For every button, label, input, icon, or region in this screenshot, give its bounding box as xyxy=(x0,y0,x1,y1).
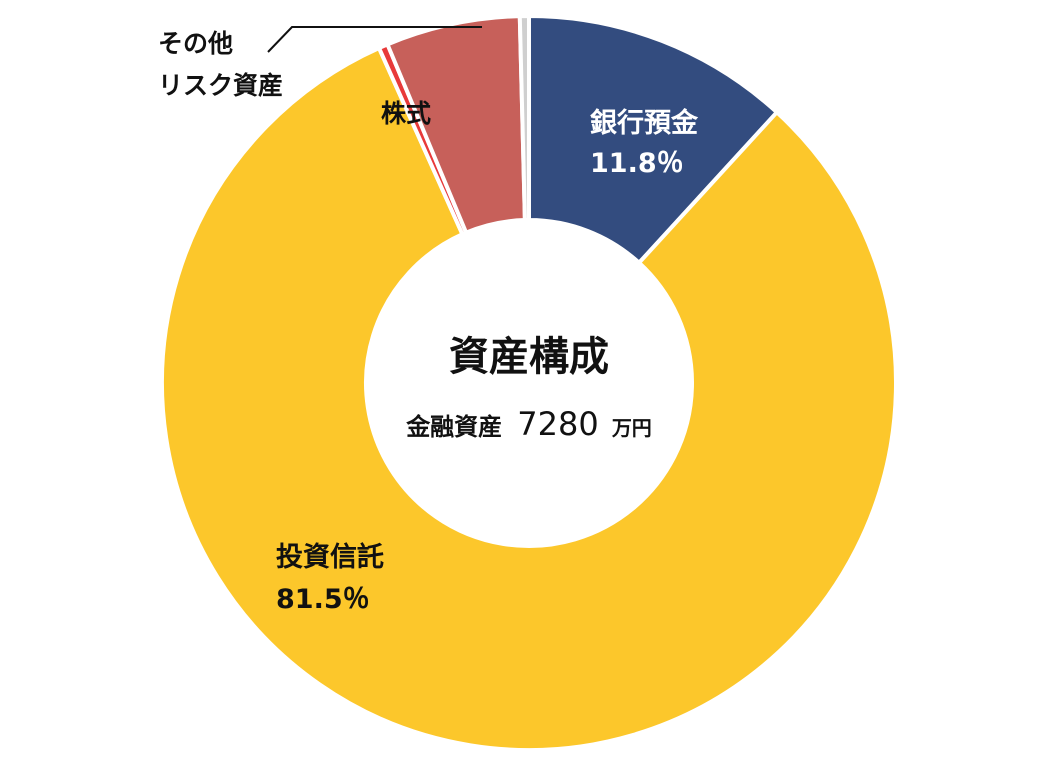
donut-slice-0 xyxy=(527,13,780,266)
bank-deposit-percent: 11.8％ xyxy=(590,148,684,179)
total-unit: 万円 xyxy=(611,416,652,440)
other-risk-label-line2: リスク資産 xyxy=(158,71,283,100)
other-risk-leader-line xyxy=(267,26,482,53)
total-value: 7280 xyxy=(517,405,598,443)
stock-label: 株式 xyxy=(381,99,431,128)
chart-title: 資産構成 xyxy=(449,334,609,380)
donut-slice-4 xyxy=(517,13,531,223)
donut-slice-1 xyxy=(160,45,898,752)
total-caption: 金融資産 xyxy=(405,413,502,441)
investment-trust-percent: 81.5％ xyxy=(276,584,370,615)
bank-deposit-label: 銀行預金 xyxy=(590,107,699,139)
total-line: 金融資産 7280 万円 xyxy=(405,405,652,443)
other-risk-label-line1: その他 xyxy=(158,29,233,58)
donut-slices xyxy=(160,13,898,752)
investment-trust-label: 投資信託 xyxy=(276,541,384,573)
